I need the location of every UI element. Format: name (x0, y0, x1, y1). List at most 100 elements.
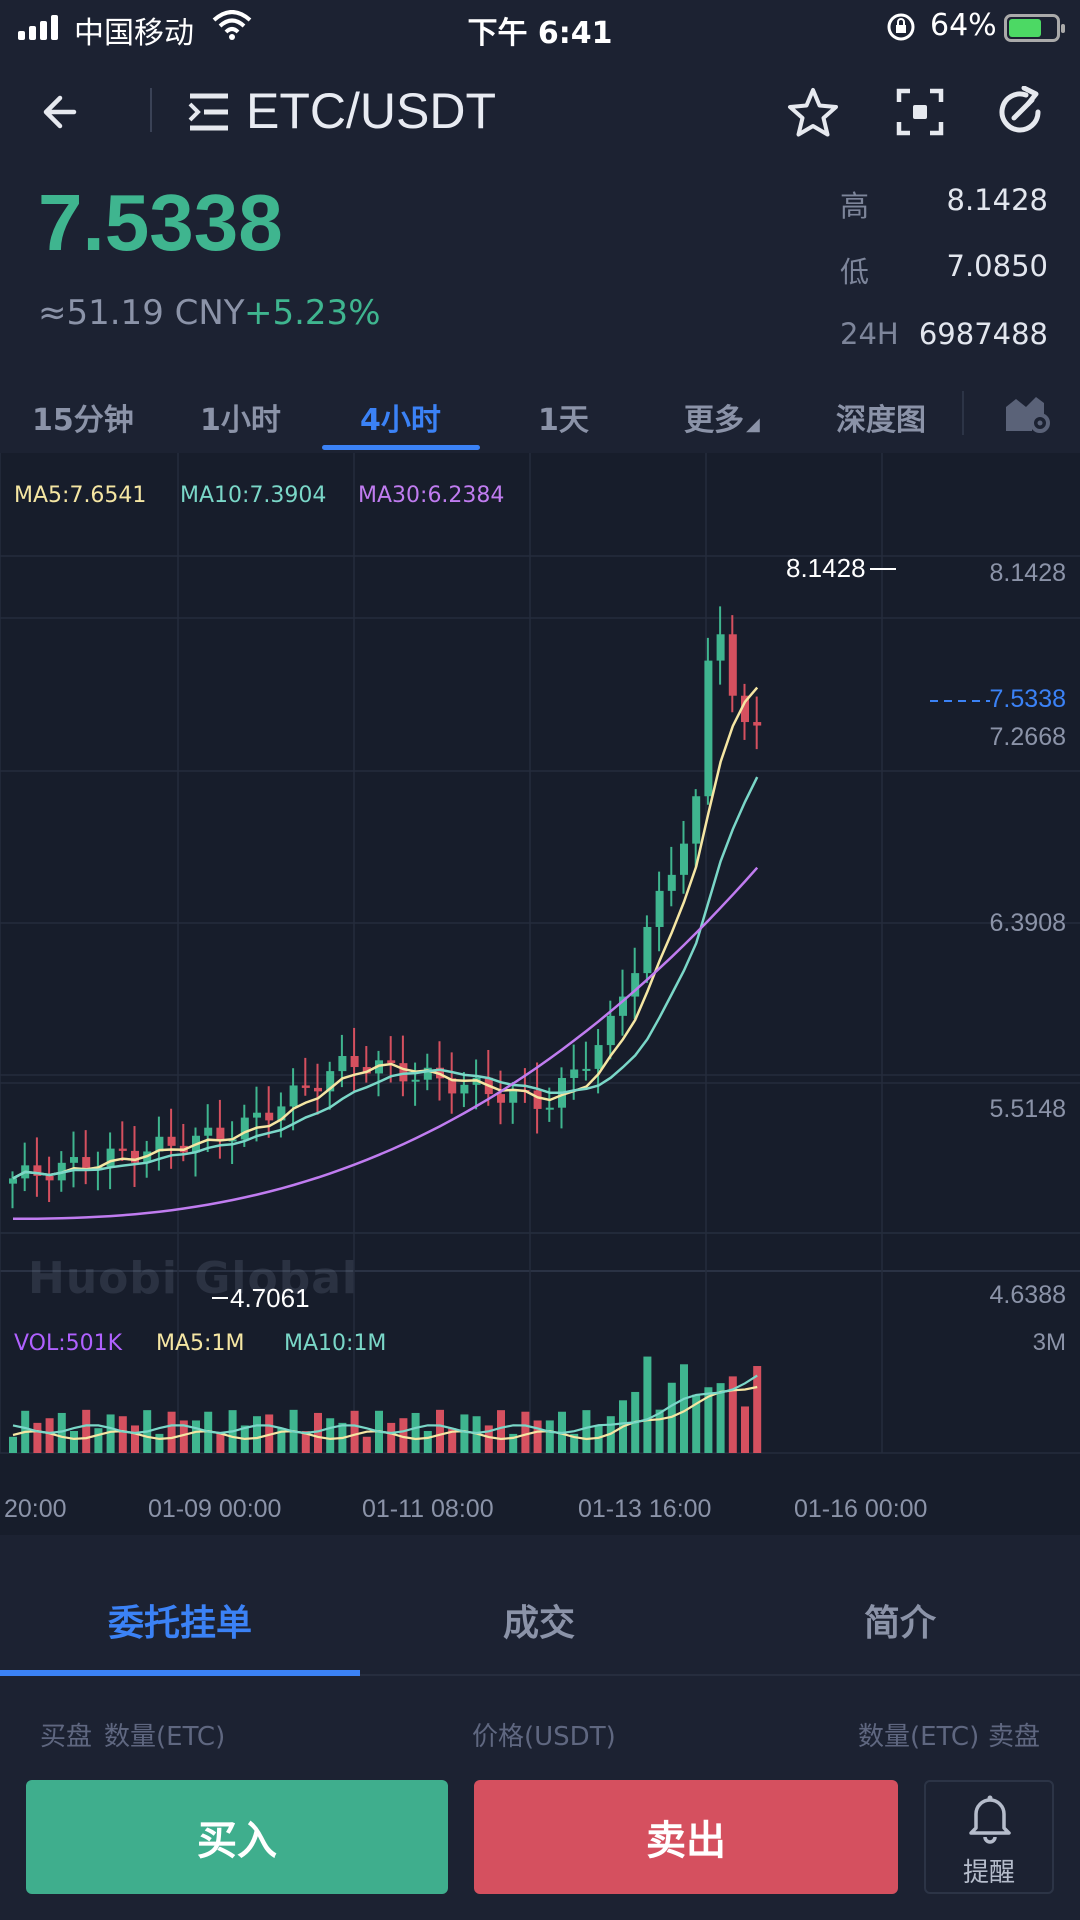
chart-settings-icon[interactable] (1004, 393, 1050, 433)
tab-intro[interactable]: 简介 (864, 1603, 937, 1644)
volume-bar (497, 1410, 505, 1453)
candle-body (606, 1015, 615, 1046)
x-tick-label: 01-11 08:00 (362, 1495, 494, 1523)
volume-bar (460, 1414, 469, 1453)
candle-body (570, 1069, 579, 1078)
volume-bar (45, 1418, 54, 1453)
ma5-legend: MA5:7.6541 (14, 483, 147, 508)
volume-bar (545, 1420, 554, 1453)
tab-4hour[interactable]: 4小时 (360, 403, 441, 438)
x-tick-label: 20:00 (4, 1495, 67, 1523)
tab-depth-chart[interactable]: 深度图 (836, 403, 926, 438)
candle-body (411, 1079, 420, 1082)
bottom-action-bar: 买入 卖出 提醒 (0, 1754, 1080, 1920)
candle-body (594, 1045, 603, 1069)
buy-button[interactable]: 买入 (26, 1780, 448, 1894)
volume-bar (192, 1420, 200, 1453)
kline-chart-svg (0, 453, 1080, 1454)
x-tick-label: 01-16 00:00 (794, 1495, 928, 1523)
candle-body (667, 874, 676, 891)
stat-label: 低 (840, 255, 870, 289)
y-tick-label: 5.5148 (989, 1095, 1066, 1123)
candle-body (155, 1136, 164, 1152)
top-nav: ETC/USDT (0, 70, 1080, 154)
candle-body (582, 1068, 591, 1071)
tab-more[interactable]: 更多 ◢ (684, 395, 760, 439)
volume-bar (533, 1420, 542, 1453)
order-section-tabs: 委托挂单 成交 简介 (0, 1560, 1080, 1676)
candle-body (545, 1107, 554, 1110)
candle-body (509, 1090, 518, 1103)
menu-icon[interactable] (186, 90, 232, 134)
favorite-star-icon[interactable] (786, 86, 840, 140)
volume-bar (106, 1414, 115, 1453)
vol-legend: VOL:501K (14, 1331, 123, 1356)
candle-body (741, 695, 749, 723)
volume-bar (9, 1436, 17, 1453)
volume-bar (582, 1410, 591, 1453)
candle-body (314, 1087, 322, 1092)
volume-bar (521, 1411, 530, 1453)
volume-bar (131, 1425, 139, 1453)
candle-body (728, 634, 737, 696)
volume-bar (509, 1433, 518, 1453)
tab-15min[interactable]: 15分钟 (32, 403, 134, 438)
tab-more-label: 更多 (684, 403, 744, 438)
volume-bar (436, 1409, 444, 1453)
volume-bar (594, 1425, 603, 1453)
active-tab-indicator (0, 1670, 360, 1676)
carrier-name: 中国移动 (74, 16, 194, 51)
kline-chart[interactable]: MA5:7.6541 MA10:7.3904 MA30:6.2384 Huobi… (0, 453, 1080, 1535)
low-marker-label: 4.7061 (230, 1283, 310, 1313)
tab-1day[interactable]: 1天 (538, 403, 589, 438)
trading-pair-title[interactable]: ETC/USDT (246, 83, 496, 139)
order-book-header-price: 价格(USDT) (472, 1722, 616, 1752)
rotation-lock-icon (886, 12, 916, 50)
refresh-icon[interactable] (994, 86, 1046, 138)
tab-open-orders[interactable]: 委托挂单 (108, 1603, 253, 1644)
price-alert-button[interactable]: 提醒 (924, 1780, 1054, 1894)
fullscreen-icon[interactable] (896, 88, 944, 136)
candle-body (33, 1165, 42, 1176)
tab-trades[interactable]: 成交 (503, 1603, 576, 1644)
candle-body (131, 1150, 139, 1163)
active-tab-indicator (322, 445, 480, 450)
y-tick-label: 6.3908 (989, 909, 1066, 937)
high-marker-label: 8.1428 (786, 553, 866, 583)
watermark-logo: Huobi Global (28, 1253, 358, 1304)
status-bar: 中国移动 下午 6:41 64% (0, 0, 1080, 56)
tabs-divider (962, 391, 964, 435)
volume-bar (570, 1433, 579, 1453)
last-price: 7.5338 (38, 178, 283, 267)
vol-ma10-line (12, 1374, 758, 1435)
candle-body (265, 1112, 274, 1121)
y-tick-label: 4.6388 (989, 1281, 1066, 1309)
stat-label: 高 (840, 189, 870, 223)
back-arrow-icon[interactable] (34, 84, 90, 140)
candle-body (45, 1175, 54, 1181)
candle-body (289, 1085, 298, 1107)
volume-bar (362, 1436, 371, 1453)
sell-button[interactable]: 卖出 (474, 1780, 898, 1894)
clock: 下午 6:41 (467, 16, 613, 51)
signal-icon (18, 14, 58, 40)
price-change: +5.23% (244, 293, 381, 333)
candle-body (643, 926, 652, 974)
candle-body (82, 1157, 91, 1171)
order-book-header-buy-qty: 数量(ETC) (104, 1722, 226, 1752)
candle-body (350, 1056, 359, 1068)
ma30-legend: MA30:6.2384 (358, 483, 505, 508)
volume-bar (314, 1412, 322, 1453)
candle-body (631, 973, 640, 997)
candle-body (253, 1112, 261, 1118)
candle-body (277, 1106, 286, 1121)
volume-bar (33, 1422, 42, 1453)
ticker-summary: 7.5338 ≈51.19 CNY +5.23% 高 8.1428 低 7.08… (0, 165, 1080, 375)
interval-tabs: 15分钟 1小时 4小时 1天 更多 ◢ 深度图 (0, 385, 1080, 453)
x-tick-label: 01-09 00:00 (148, 1495, 282, 1523)
tab-1hour[interactable]: 1小时 (200, 403, 281, 438)
y-tick-label: 8.1428 (989, 559, 1066, 587)
candle-body (460, 1084, 469, 1094)
candle-body (680, 843, 688, 875)
stat-value: 8.1428 (946, 183, 1048, 217)
